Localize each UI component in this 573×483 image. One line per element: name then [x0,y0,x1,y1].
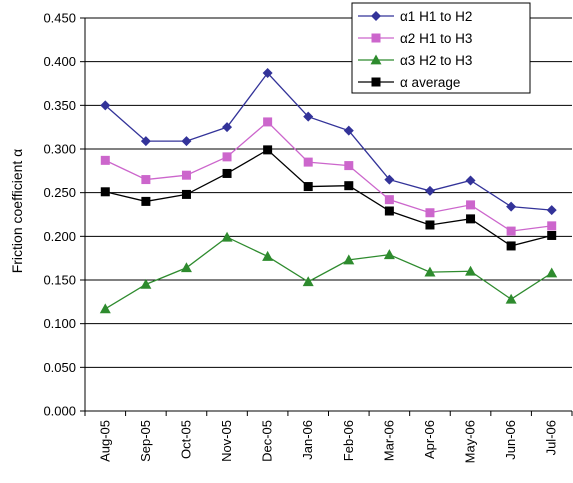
legend-label: α average [400,75,460,90]
data-point [303,182,313,192]
data-point [263,117,273,127]
y-tick-label: 0.000 [43,404,76,419]
data-point [100,100,111,111]
series-line [104,72,552,211]
data-point [100,155,110,165]
data-point [262,68,273,79]
data-point [384,206,394,216]
series-4 [100,145,557,251]
x-tick-label: Dec-05 [260,420,275,462]
data-point [222,168,232,178]
y-tick-label: 0.200 [43,229,76,244]
data-point [262,250,274,261]
data-point [99,303,111,314]
y-tick-label: 0.100 [43,316,76,331]
x-tick-label: Sep-05 [138,420,153,462]
data-point [425,220,435,230]
x-tick-label: Mar-06 [381,420,396,461]
x-tick-label: Nov-05 [219,420,234,462]
legend-item: α1 H1 to H2 [358,9,472,24]
data-point [344,161,354,171]
data-point [466,214,476,224]
y-axis-title: Friction coefficient α [9,149,25,274]
data-point [302,276,314,287]
data-point [547,221,557,231]
legend-marker [371,77,381,87]
data-point [181,189,191,199]
data-point [140,136,151,147]
x-tick-label: Aug-05 [97,420,112,462]
y-tick-label: 0.400 [43,54,76,69]
data-point [424,266,436,277]
data-point [141,175,151,185]
data-point [466,200,476,210]
data-point [221,231,233,242]
data-point [546,267,558,278]
data-point [263,145,273,155]
legend-marker [370,54,382,65]
x-tick-label: Jan-06 [300,420,315,460]
data-point [424,185,435,196]
legend-marker [371,11,381,21]
data-point [303,111,314,122]
data-point [141,196,151,206]
series-2 [100,117,557,236]
y-tick-label: 0.050 [43,360,76,375]
legend: α1 H1 to H2 α2 H1 to H3 α3 H2 to H3 α avera… [351,2,531,94]
data-point [465,175,476,186]
legend-item: α average [358,75,460,90]
legend-item: α3 H2 to H3 [358,53,472,68]
series-lines [99,68,558,314]
axes [80,17,573,416]
x-tick-label: Apr-06 [422,420,437,459]
data-point [140,278,152,289]
data-point [546,205,557,216]
legend-label: α2 H1 to H3 [400,31,472,46]
legend-item: α2 H1 to H3 [358,31,472,46]
y-tick-label: 0.300 [43,142,76,157]
data-point [344,181,354,191]
data-point [222,152,232,162]
series-line [105,121,552,232]
data-point [343,254,355,265]
x-tick-label: Oct-05 [178,420,193,459]
legend-box [351,2,531,94]
data-point [222,122,233,133]
data-point [465,265,477,276]
series-3 [99,231,558,314]
legend-marker [371,33,381,43]
data-point [506,241,516,251]
x-tick-label: May-06 [463,420,478,463]
x-tick-label: Jun-06 [503,420,518,460]
legend-label: α3 H2 to H3 [400,53,472,68]
data-point [303,157,313,167]
data-point [343,125,354,136]
data-point [384,174,395,185]
data-point [506,201,517,212]
y-tick-label: 0.450 [43,11,76,26]
data-point [181,136,192,147]
data-point [547,230,557,240]
data-point [100,187,110,197]
y-tick-label: 0.250 [43,185,76,200]
legend-label: α1 H1 to H2 [400,9,472,24]
data-point [181,170,191,180]
data-point [384,195,394,205]
x-tick-label: Jul-06 [544,420,559,455]
data-point [180,262,192,273]
series-line [104,236,553,310]
series-line [105,149,552,247]
y-tick-label: 0.150 [43,273,76,288]
data-point [506,226,516,236]
x-tick-label: Feb-06 [341,420,356,461]
data-point [425,208,435,218]
y-tick-label: 0.350 [43,98,76,113]
data-point [383,249,395,260]
data-point [505,293,517,304]
tick-labels: 0.000 0.050 0.100 0.150 0.200 0.250 0.300 0.350… [43,11,558,464]
series-1 [100,68,557,216]
